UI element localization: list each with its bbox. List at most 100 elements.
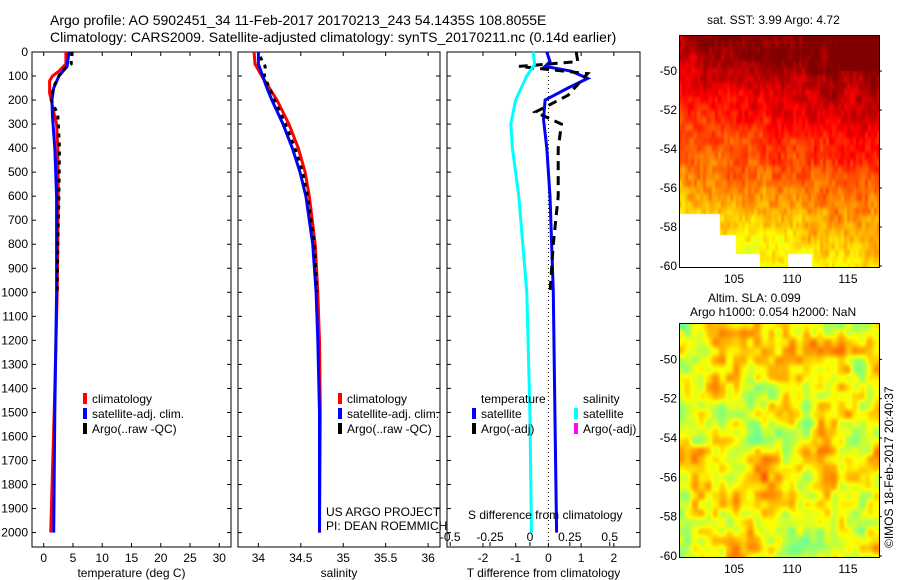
legend-item: Argo(..raw -QC): [83, 422, 184, 437]
legend-label: satellite-adj. clim.: [347, 407, 440, 421]
map-x-tick-label: 115: [838, 272, 857, 286]
sla-map-title: Altim. SLA: 0.099: [708, 291, 801, 305]
legend-item: Argo(-adj): [472, 422, 546, 437]
y-tick-label: 900: [8, 261, 28, 275]
y-tick-label: 200: [8, 93, 28, 107]
legend-heading: temperature: [481, 392, 546, 406]
sst-map: [679, 35, 880, 268]
x-tick-label: 36: [421, 551, 435, 565]
imos-timestamp: ©IMOS 18-Feb-2017 20:40:37: [882, 386, 896, 548]
x-tick-label: 34.5: [289, 551, 313, 565]
series-climatology: [252, 51, 322, 533]
series-t-satellite: [541, 51, 592, 533]
series-satellite-adj-clim-: [50, 51, 71, 533]
s-x-tick-label: -0.25: [476, 530, 504, 544]
s-x-tick-label: 0.25: [558, 530, 582, 544]
series-argo-raw-qc-: [49, 51, 74, 293]
salinity-plot-frame: [237, 51, 441, 548]
series-t-argo-adj-: [518, 51, 591, 293]
legend-label: climatology: [92, 392, 153, 406]
legend-label: Argo(..raw -QC): [92, 422, 177, 436]
legend-label: Argo(-adj): [481, 422, 535, 436]
temperature-plot-frame: [31, 51, 232, 548]
map-x-tick-label: 115: [838, 562, 857, 576]
map-x-tick-label: 105: [724, 272, 744, 286]
x-tick-label: 0: [545, 551, 552, 565]
difference-x-axis-label: T difference from climatology: [467, 566, 621, 580]
x-tick-label: 2: [610, 551, 617, 565]
map-y-tick-label: -50: [660, 64, 678, 78]
y-tick-label: 1900: [1, 502, 28, 516]
legend-item: satellite: [472, 407, 546, 422]
y-tick-label: 400: [8, 141, 28, 155]
y-tick-label: 1400: [1, 381, 28, 395]
map-y-tick-label: -52: [660, 392, 678, 406]
map-y-tick-label: -60: [660, 259, 678, 273]
figure-title-line1: Argo profile: AO 5902451_34 11-Feb-2017 …: [50, 12, 547, 28]
x-tick-label: 1: [578, 551, 585, 565]
x-tick-label: 10: [96, 551, 110, 565]
legend-heading: salinity: [583, 392, 620, 406]
x-tick-label: 35: [337, 551, 351, 565]
x-tick-label: 35.5: [374, 551, 398, 565]
figure-title-line2: Climatology: CARS2009. Satellite-adjuste…: [50, 29, 617, 45]
legend-item: satellite-adj. clim.: [338, 407, 439, 422]
map-x-tick-label: 110: [782, 562, 801, 576]
y-tick-label: 100: [8, 69, 28, 83]
sst-map-title: sat. SST: 3.99 Argo: 4.72: [707, 13, 840, 27]
temperature-x-axis-label: temperature (deg C): [77, 566, 185, 580]
legend-label: Argo(-adj): [583, 422, 637, 436]
map-y-tick-label: -54: [660, 142, 678, 156]
sla-map: [679, 323, 880, 558]
map-y-tick-label: -50: [660, 352, 678, 366]
y-tick-label: 800: [8, 237, 28, 251]
y-tick-label: 500: [8, 165, 28, 179]
series-satellite-adj-clim-: [256, 52, 321, 533]
x-tick-label: -1: [510, 551, 521, 565]
map-x-tick-label: 110: [782, 272, 801, 286]
legend-item: Argo(-adj): [574, 422, 636, 437]
map-y-tick-label: -56: [660, 470, 678, 484]
x-tick-label: -2: [478, 551, 489, 565]
pi-credit: PI: DEAN ROEMMICH: [326, 519, 448, 533]
y-tick-label: 1100: [2, 309, 28, 323]
difference-legend-salinity: salinity satellite Argo(-adj): [574, 392, 636, 437]
map-y-tick-label: -56: [660, 181, 678, 195]
y-tick-label: 2000: [1, 526, 28, 540]
y-tick-label: 700: [8, 213, 28, 227]
difference-plot-frame: [446, 51, 641, 548]
y-tick-label: 300: [8, 117, 28, 131]
x-tick-label: 15: [125, 551, 139, 565]
map-y-tick-label: -58: [660, 220, 678, 234]
series-argo-raw-qc-: [258, 56, 319, 293]
legend-label: satellite-adj. clim.: [92, 407, 185, 421]
map-y-tick-label: -54: [660, 431, 678, 445]
legend-label: satellite: [481, 407, 522, 421]
salinity-legend: climatology satellite-adj. clim. Argo(..…: [338, 392, 439, 437]
legend-label: Argo(..raw -QC): [347, 422, 432, 436]
y-tick-label: 1200: [1, 333, 28, 347]
y-tick-label: 1600: [1, 429, 28, 443]
s-x-tick-label: -0.5: [440, 530, 461, 544]
s-difference-label: S difference from climatology: [468, 508, 623, 522]
legend-label: climatology: [347, 392, 408, 406]
y-tick-label: 0: [21, 45, 28, 59]
difference-legend-temperature: temperature satellite Argo(-adj): [472, 392, 546, 437]
y-tick-label: 600: [8, 189, 28, 203]
salinity-x-axis-label: salinity: [321, 566, 358, 580]
legend-label: satellite: [583, 407, 624, 421]
x-tick-label: 20: [154, 551, 168, 565]
s-x-tick-label: 0.5: [601, 530, 618, 544]
temperature-legend: climatology satellite-adj. clim. Argo(..…: [83, 392, 184, 437]
y-tick-label: 1000: [1, 285, 28, 299]
x-tick-label: 30: [213, 551, 227, 565]
legend-item: Argo(..raw -QC): [338, 422, 439, 437]
legend-item: climatology: [83, 392, 184, 407]
x-tick-label: 5: [70, 551, 77, 565]
map-x-tick-label: 105: [724, 562, 744, 576]
y-tick-label: 1800: [1, 478, 28, 492]
project-credit: US ARGO PROJECT: [326, 505, 441, 519]
series-s-satellite: [509, 51, 537, 533]
y-tick-label: 1300: [1, 357, 28, 371]
map-y-tick-label: -60: [660, 549, 678, 563]
